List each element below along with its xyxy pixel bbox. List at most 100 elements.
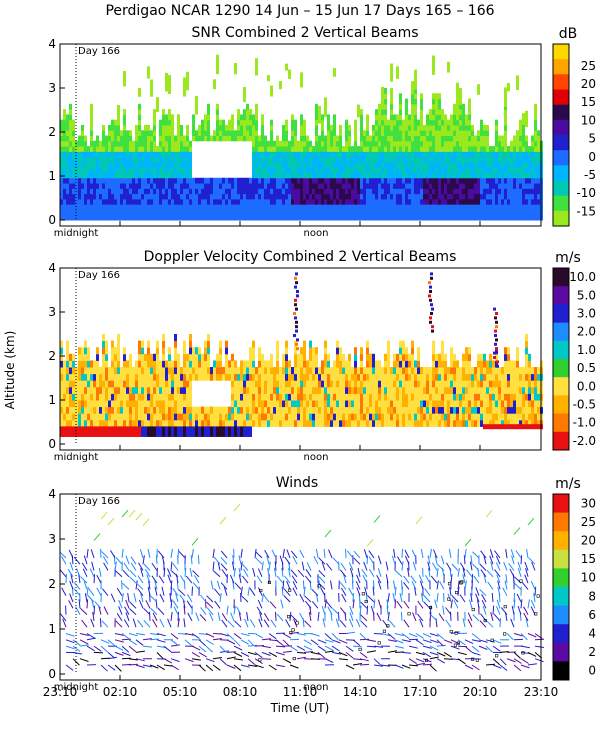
snr-cell: [447, 204, 450, 210]
velocity-cell: [225, 367, 228, 375]
snr-cell: [180, 193, 183, 200]
velocity-cell: [105, 386, 108, 394]
snr-cell: [381, 183, 384, 189]
snr-cell: [174, 193, 177, 200]
snr-cell: [447, 183, 450, 189]
velocity-cell: [198, 413, 201, 421]
snr-cell: [63, 119, 66, 126]
snr-cell: [198, 204, 201, 210]
snr-cell: [198, 198, 201, 205]
snr-cell: [126, 177, 129, 184]
velocity-cell: [414, 393, 417, 401]
velocity-cell: [441, 413, 444, 421]
velocity-cell: [429, 393, 432, 401]
snr-cell: [60, 124, 63, 131]
snr-cell: [195, 193, 198, 200]
snr-cell: [243, 109, 246, 115]
snr-cell: [183, 167, 186, 173]
velocity-cell: [231, 400, 234, 408]
snr-cell: [240, 209, 243, 216]
velocity-cell: [522, 419, 525, 427]
velocity-cell: [303, 386, 306, 394]
snr-cell: [213, 177, 216, 184]
snr-cell: [174, 140, 177, 147]
snr-cell: [510, 156, 513, 163]
snr-cell: [75, 156, 78, 163]
snr-cell: [360, 177, 363, 184]
snr-cell: [426, 188, 429, 195]
snr-cell: [306, 198, 309, 205]
snr-cell: [300, 151, 303, 158]
snr-cell: [297, 177, 300, 184]
velocity-cell: [480, 360, 483, 368]
snr-cell: [123, 177, 126, 184]
snr-cell: [144, 183, 147, 189]
snr-cell: [495, 161, 498, 168]
velocity-cell: [378, 393, 381, 401]
snr-cell: [489, 198, 492, 205]
velocity-cell: [264, 400, 267, 408]
velocity-cell: [396, 400, 399, 408]
velocity-cell: [237, 367, 240, 375]
snr-cell: [120, 156, 123, 163]
snr-cell: [72, 156, 75, 163]
velocity-cell: [288, 360, 291, 368]
snr-cell: [162, 193, 165, 200]
velocity-cell: [81, 413, 84, 421]
snr-cell: [252, 198, 255, 205]
snr-cell: [336, 209, 339, 216]
snr-cell: [402, 193, 405, 200]
snr-cell: [288, 204, 291, 210]
snr-cell: [420, 124, 423, 131]
velocity-cell: [366, 380, 369, 388]
velocity-cell: [486, 360, 489, 368]
velocity-cell: [513, 419, 516, 427]
velocity-cell: [69, 426, 72, 437]
velocity-cell: [405, 360, 408, 368]
velocity-cell: [66, 393, 69, 401]
velocity-cell: [348, 400, 351, 408]
snr-cell: [186, 71, 189, 91]
snr-cell: [279, 167, 282, 173]
snr-cell: [330, 177, 333, 184]
snr-cell: [405, 204, 408, 210]
snr-cell: [180, 130, 183, 137]
snr-cell: [180, 156, 183, 163]
snr-cell: [228, 183, 231, 189]
snr-cell: [87, 172, 90, 179]
snr-cell: [402, 156, 405, 163]
velocity-cell: [405, 353, 408, 361]
velocity-cell: [369, 413, 372, 421]
snr-cell: [315, 209, 318, 216]
snr-cell: [174, 135, 177, 142]
velocity-cell: [141, 380, 144, 388]
snr-cell: [339, 161, 342, 168]
velocity-cell: [249, 419, 252, 427]
snr-cell: [288, 69, 291, 79]
snr-cell: [279, 193, 282, 200]
velocity-cell: [471, 380, 474, 388]
snr-cell: [384, 146, 387, 152]
snr-cell: [222, 198, 225, 205]
snr-cell: [441, 130, 444, 137]
snr-cell: [522, 193, 525, 200]
velocity-cell: [144, 426, 147, 437]
velocity-cell: [510, 386, 513, 394]
velocity-cell: [339, 360, 342, 368]
snr-cell: [129, 204, 132, 210]
velocity-cell: [84, 400, 87, 408]
snr-cell: [348, 188, 351, 195]
snr-cell: [237, 109, 240, 115]
snr-cell: [327, 177, 330, 184]
snr-cell: [81, 209, 84, 216]
snr-cell: [60, 214, 63, 221]
snr-cell: [114, 198, 117, 205]
snr-cell: [387, 161, 390, 168]
velocity-cell: [315, 360, 318, 368]
velocity-cell: [348, 393, 351, 401]
velocity-cell: [354, 386, 357, 394]
velocity-cell: [483, 400, 486, 408]
snr-cell: [399, 98, 402, 105]
velocity-cell: [459, 413, 462, 421]
snr-cell: [450, 114, 453, 121]
